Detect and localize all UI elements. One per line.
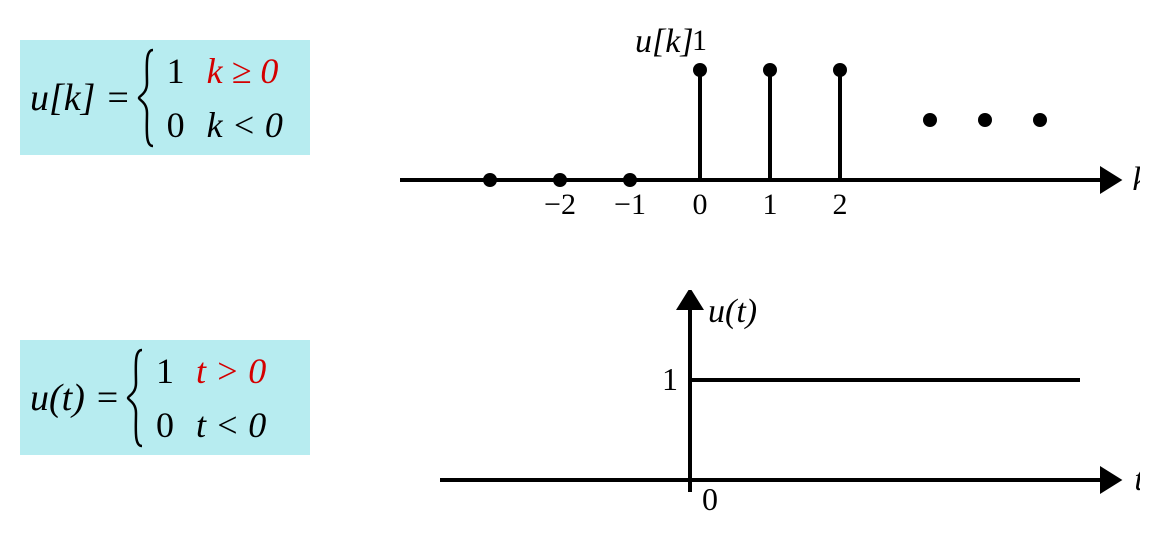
formula-discrete-step: u[k] = 1 k ≥ 0 0 k < 0 [20,40,310,155]
plot2-ytitle: u(t) [708,293,757,330]
formula2-case1-val: 1 [156,350,174,392]
left-brace-icon [126,348,146,448]
tick-label: 0 [693,188,708,221]
plot2-axis-label: t [1134,461,1140,498]
tick-label: 2 [833,188,848,221]
ellipsis-dot [1033,113,1047,127]
tick-label: 1 [763,188,778,221]
formula2-lhs: u(t) = [30,376,120,420]
formula1-case1-cond: k ≥ 0 [207,50,283,92]
stem-dot [693,63,707,77]
stem-dot [763,63,777,77]
continuous-step-plot: u(t) 1 0 t [380,290,1140,520]
ellipsis-dot [978,113,992,127]
tick-label: −2 [544,188,576,221]
stem-dot [553,173,567,187]
formula2-case2-cond: t < 0 [196,404,266,446]
x-axis-arrow-icon [1100,166,1122,194]
formula1-cases: 1 k ≥ 0 0 k < 0 [167,50,283,146]
plot1-axis-label: k [1132,161,1140,198]
x-axis-arrow-icon [1100,466,1122,494]
plot1-title: u[k] [635,23,694,60]
formula1-lhs: u[k] = [30,76,131,120]
stem-dot [833,63,847,77]
plot2-one-label: 1 [662,361,678,397]
stem-dot [623,173,637,187]
formula2-cases: 1 t > 0 0 t < 0 [156,350,266,446]
formula1-case1-val: 1 [167,50,185,92]
formula1-brace [137,48,157,148]
formula-continuous-step: u(t) = 1 t > 0 0 t < 0 [20,340,310,455]
y-axis-arrow-icon [676,290,704,310]
ellipsis-dot [923,113,937,127]
formula2-case2-val: 0 [156,404,174,446]
formula2-case1-cond: t > 0 [196,350,266,392]
formula1-case2-cond: k < 0 [207,104,283,146]
figure-container: { "colors": { "highlight_bg": "#b7ecf0",… [0,0,1162,551]
discrete-step-plot: u[k]1k−2−1012 [380,10,1140,240]
plot1-ytop-label: 1 [692,24,707,57]
formula1-case2-val: 0 [167,104,185,146]
stem-dot [483,173,497,187]
tick-label: −1 [614,188,646,221]
formula2-brace [126,348,146,448]
plot2-zero-label: 0 [702,481,718,517]
left-brace-icon [137,48,157,148]
